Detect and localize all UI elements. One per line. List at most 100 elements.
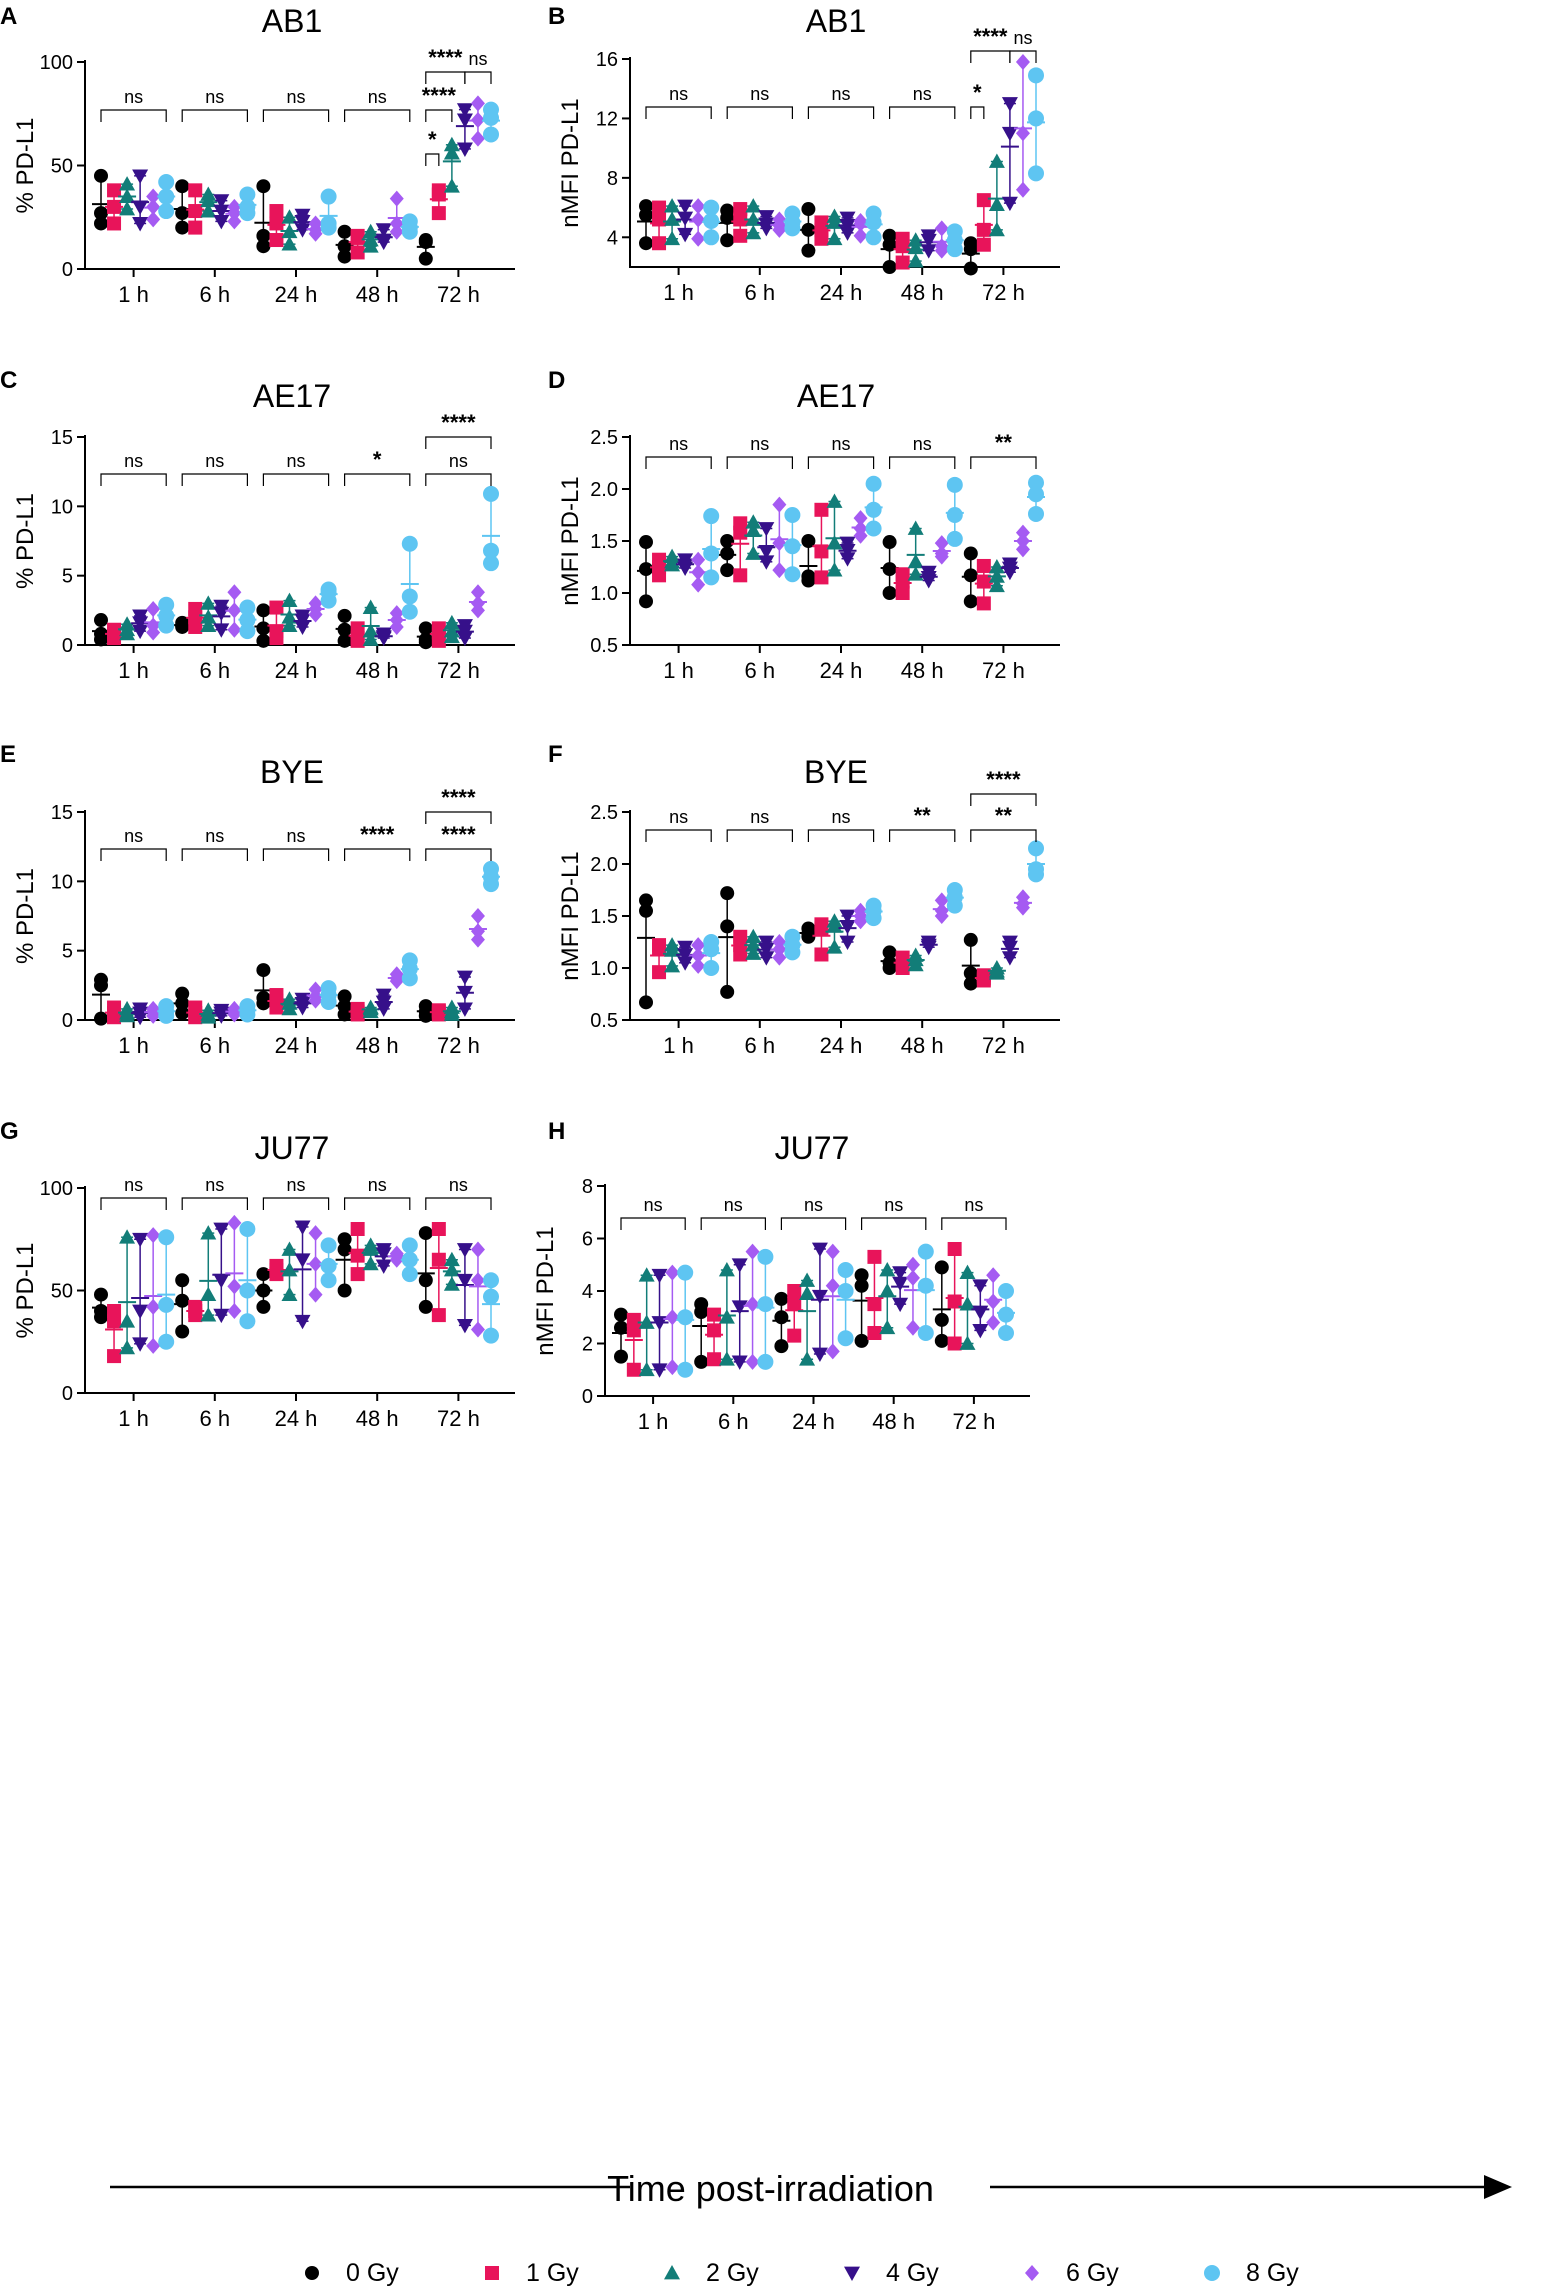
data-point <box>718 1351 735 1366</box>
data-point <box>946 530 963 547</box>
x-tick-label: 72 h <box>437 658 480 683</box>
data-point <box>456 1243 473 1258</box>
data-point <box>976 574 991 589</box>
data-point <box>882 535 897 550</box>
significance-label: ns <box>286 1175 305 1195</box>
y-axis-label: nMFI PD-L1 <box>557 98 584 227</box>
y-tick-label: 2.5 <box>590 802 618 824</box>
data-point <box>470 1241 485 1258</box>
data-point <box>431 1252 446 1267</box>
data-point <box>175 1006 190 1021</box>
data-point <box>456 970 473 986</box>
data-point <box>294 1220 311 1235</box>
data-point <box>256 1283 271 1298</box>
data-point <box>94 978 108 993</box>
data-point <box>638 1267 655 1282</box>
data-point <box>350 1222 365 1236</box>
significance-bracket <box>807 829 875 842</box>
data-point <box>94 1287 108 1302</box>
significance-label: ns <box>286 826 305 846</box>
data-point <box>239 186 256 203</box>
data-point <box>784 507 801 523</box>
data-point <box>132 616 149 631</box>
legend-label: 0 Gy <box>346 2258 399 2287</box>
data-point <box>337 239 352 254</box>
data-point <box>626 1323 641 1338</box>
data-point <box>882 237 897 252</box>
data-point <box>375 1247 392 1262</box>
data-point <box>703 960 720 976</box>
significance-label: ns <box>831 434 850 454</box>
data-point <box>375 631 392 647</box>
significance-label: ns <box>449 1175 468 1195</box>
data-point <box>853 215 868 232</box>
significance-label: **** <box>441 785 476 810</box>
data-point <box>720 210 735 225</box>
data-point <box>963 966 978 981</box>
data-point <box>188 220 203 235</box>
data-point <box>362 238 379 253</box>
significance-label: ns <box>669 434 688 454</box>
data-point <box>811 1242 828 1257</box>
data-point <box>158 203 175 220</box>
significance-bracket <box>344 848 411 861</box>
data-point <box>94 168 108 183</box>
data-point <box>281 617 298 632</box>
data-point <box>175 1273 190 1288</box>
significance-bracket <box>645 106 712 119</box>
data-point <box>401 535 418 552</box>
significance-bracket <box>726 106 793 119</box>
data-point <box>200 192 217 208</box>
panel-letter: C <box>0 367 17 394</box>
data-point <box>200 1009 217 1024</box>
panel-F: F BYE nMFI PD-L1 0.5 1.0 1.5 2.0 2.5 1 h 6 h 24 h 4… <box>548 741 1060 1058</box>
data-point <box>320 993 337 1010</box>
data-point <box>456 631 473 647</box>
data-point <box>94 1011 108 1026</box>
data-point <box>720 233 735 248</box>
panel-letter: B <box>548 3 565 30</box>
data-point <box>337 1232 352 1247</box>
x-tick-label: 6 h <box>200 1406 231 1431</box>
y-tick-label: 0 <box>62 1383 73 1405</box>
data-point <box>707 1352 722 1367</box>
data-point <box>882 945 897 960</box>
data-point <box>443 1251 460 1267</box>
data-point <box>375 235 392 251</box>
data-point <box>132 200 149 215</box>
data-point <box>733 568 748 583</box>
data-point <box>401 1237 418 1254</box>
data-point <box>213 194 230 209</box>
data-point <box>733 228 748 243</box>
x-tick-label: 24 h <box>820 1033 863 1058</box>
data-point <box>1015 541 1030 558</box>
data-point <box>826 230 843 246</box>
data-point <box>814 921 829 936</box>
data-point <box>986 1293 1001 1310</box>
significance-label: ns <box>913 434 932 454</box>
data-point <box>774 1339 789 1354</box>
data-point <box>362 623 379 638</box>
data-point <box>733 212 748 227</box>
significance-bracket <box>970 829 1037 842</box>
legend-label: 1 Gy <box>526 2258 579 2287</box>
data-point <box>652 212 667 227</box>
significance-label: ns <box>286 87 305 107</box>
data-point <box>826 918 843 933</box>
significance-bracket <box>726 829 793 842</box>
significance-bracket <box>100 473 167 486</box>
data-point <box>213 1308 230 1324</box>
data-point <box>350 1248 365 1263</box>
data-point <box>758 210 775 225</box>
data-point <box>418 251 433 266</box>
data-point <box>774 1291 789 1306</box>
data-point <box>239 623 256 640</box>
panel-title: JU77 <box>775 1130 850 1166</box>
data-point <box>213 1222 230 1237</box>
data-point <box>963 546 978 561</box>
legend-item: 1 Gy <box>480 2259 660 2288</box>
legend-marker <box>1204 2265 1220 2281</box>
data-point <box>146 211 161 228</box>
data-point <box>677 561 694 577</box>
data-point <box>1015 524 1030 541</box>
